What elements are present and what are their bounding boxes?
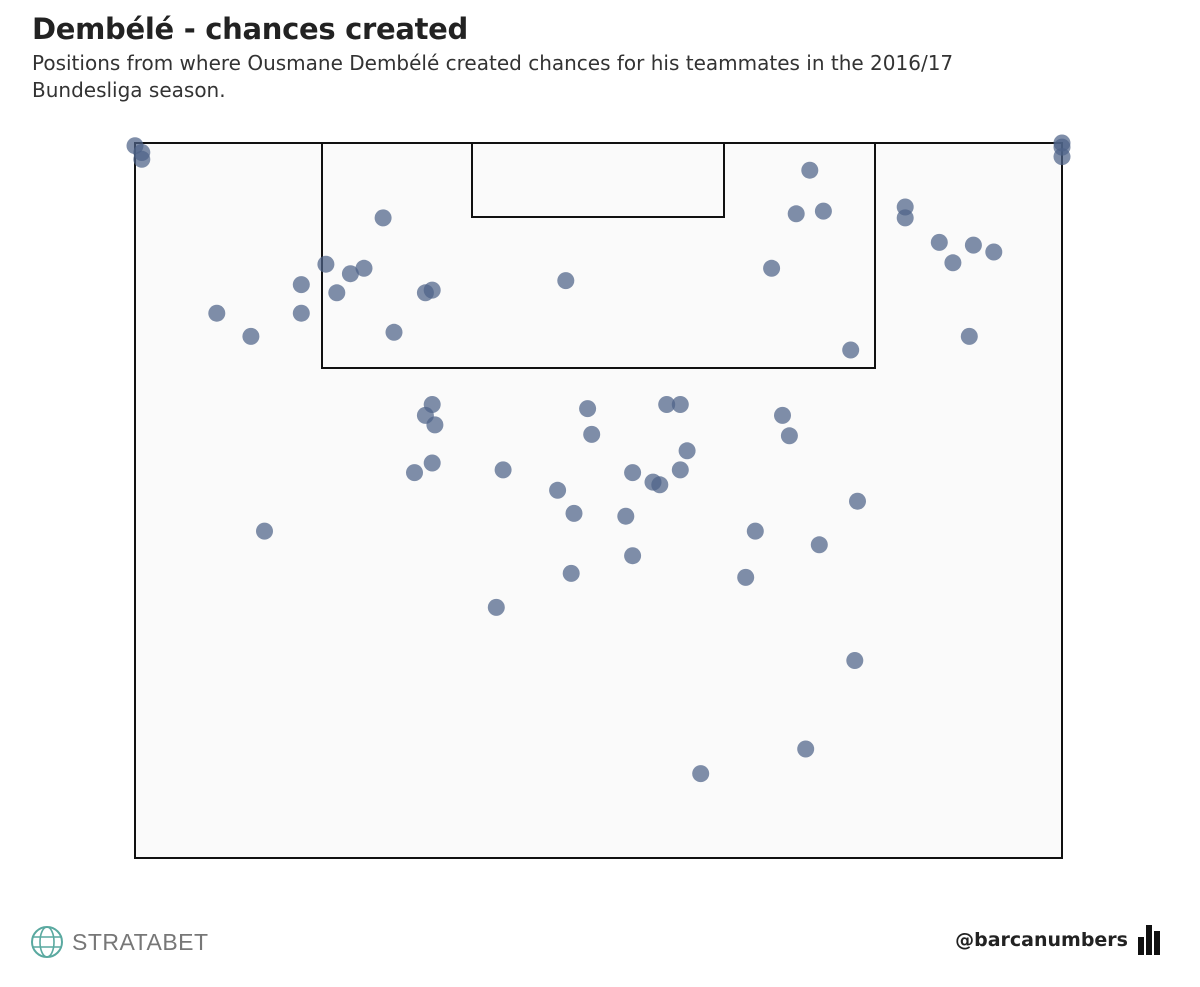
data-point [624, 547, 642, 565]
data-point [579, 400, 597, 418]
data-point [242, 327, 260, 345]
chart-title: Dembélé - chances created [32, 12, 469, 46]
data-point [801, 161, 819, 179]
data-point [562, 564, 580, 582]
data-point [624, 464, 642, 482]
data-point [208, 304, 226, 322]
data-point [487, 598, 505, 616]
data-point [651, 476, 669, 494]
data-point [423, 454, 441, 472]
data-point [355, 259, 373, 277]
data-point [763, 259, 781, 277]
data-point [494, 461, 512, 479]
data-point [787, 205, 805, 223]
globe-icon [31, 926, 63, 958]
data-point [292, 276, 310, 294]
data-point [256, 522, 273, 540]
data-point [814, 202, 832, 220]
pitch-chart [126, 134, 1071, 859]
data-point [374, 209, 392, 227]
data-point [985, 243, 1003, 261]
data-point [328, 284, 346, 302]
data-point [797, 740, 815, 758]
chart-subtitle: Positions from where Ousmane Dembélé cre… [32, 51, 954, 102]
data-point [960, 327, 978, 345]
data-point [842, 341, 860, 359]
data-point [406, 464, 423, 482]
data-point [549, 481, 567, 499]
data-point [692, 765, 710, 783]
data-point [385, 323, 403, 341]
data-point [671, 396, 689, 413]
data-point [671, 461, 689, 479]
data-point [583, 425, 601, 443]
data-point [774, 406, 791, 424]
data-points [126, 134, 1071, 783]
data-point [416, 284, 434, 302]
data-point [930, 233, 948, 251]
data-point [896, 209, 914, 227]
data-point [565, 504, 583, 522]
data-point [678, 442, 696, 460]
data-point [746, 522, 764, 540]
bar-chart-icon [1138, 925, 1160, 955]
data-point [1053, 148, 1071, 166]
author-handle: @barcanumbers [955, 929, 1128, 951]
six-yard-box [471, 142, 725, 218]
data-point [964, 236, 982, 254]
data-point [341, 265, 359, 283]
brand-name: STRATABET [72, 928, 209, 955]
data-point [617, 507, 635, 525]
data-point [944, 254, 962, 272]
pitch-outline [134, 142, 1063, 859]
data-point [780, 427, 798, 445]
data-point [133, 150, 151, 168]
data-point [846, 652, 864, 669]
data-point [317, 255, 335, 273]
data-point [810, 536, 828, 554]
data-point [658, 396, 676, 413]
data-point [849, 492, 866, 510]
brand-logo: STRATABET [30, 925, 209, 959]
data-point [737, 568, 755, 586]
data-point [426, 416, 444, 434]
author-credit: @barcanumbers [955, 925, 1166, 955]
data-point [557, 272, 575, 290]
data-point [292, 304, 310, 322]
